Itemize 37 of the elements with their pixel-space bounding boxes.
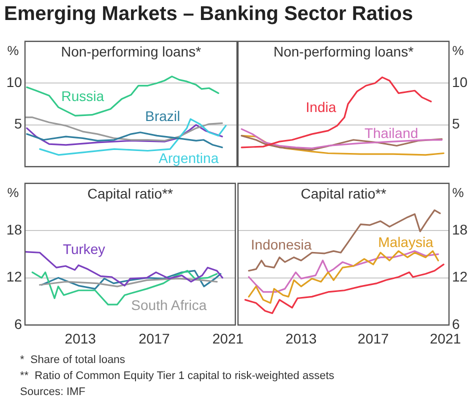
y-axis-title: %: [452, 42, 464, 58]
text: * Share of total loans: [20, 353, 126, 368]
series-label: Brazil: [145, 108, 180, 124]
y-tick-label: 6: [452, 316, 460, 332]
y-axis-title: %: [7, 42, 20, 58]
series-label: Malaysia: [378, 234, 434, 250]
y-tick-label: 5: [14, 116, 22, 132]
y-tick-label: 12: [6, 268, 22, 285]
series-label: Russia: [61, 88, 104, 104]
y-tick-label: 18: [452, 221, 468, 238]
y-tick-label: 18: [6, 221, 22, 238]
y-axis-title: %: [7, 184, 20, 200]
x-tick-label: 2021: [212, 330, 244, 346]
y-tick-label: 12: [452, 268, 468, 285]
x-tick-label: 2021: [430, 330, 462, 346]
source-note: Sources: IMF: [20, 385, 86, 400]
text: Emerging Markets – Banking Sector Ratios: [4, 3, 414, 26]
x-tick-label: 2017: [138, 330, 170, 346]
y-tick-label: 10: [452, 74, 468, 90]
y-tick-label: 5: [452, 116, 460, 132]
series-label: India: [306, 99, 336, 116]
text: ** Ratio of Common Equity Tier 1 capital to risk-weighted assets: [20, 369, 334, 384]
x-tick-label: 2013: [286, 330, 317, 346]
y-tick-label: 10: [6, 74, 22, 90]
series-label: South Africa: [131, 296, 207, 313]
x-tick-label: 2017: [358, 330, 390, 346]
series-label: Turkey: [62, 241, 106, 258]
y-tick-label: 6: [14, 316, 22, 332]
series-label: Thailand: [364, 124, 418, 141]
x-tick-label: 2013: [64, 330, 96, 346]
chart-title: Non-performing loans*: [60, 43, 202, 60]
series-label: Argentina: [158, 150, 219, 166]
chart-title: Capital ratio**: [300, 185, 387, 202]
y-axis-title: %: [452, 184, 464, 200]
chart-title: Non-performing loans*: [273, 43, 414, 60]
series-label: Indonesia: [250, 236, 312, 252]
chart-title: Capital ratio**: [87, 185, 174, 202]
